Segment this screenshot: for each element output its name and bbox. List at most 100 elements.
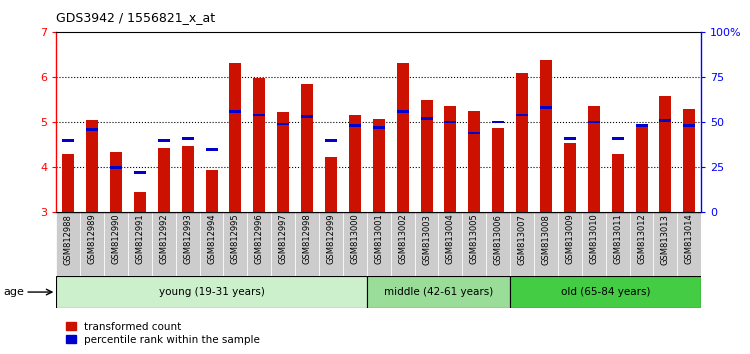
Text: GSM812992: GSM812992	[159, 214, 168, 264]
Text: GSM813001: GSM813001	[374, 214, 383, 264]
Bar	[421, 117, 433, 120]
Bar	[421, 99, 433, 212]
Bar	[612, 137, 623, 140]
Bar	[635, 124, 647, 127]
Bar	[462, 212, 486, 276]
Bar	[534, 212, 558, 276]
Text: GSM813002: GSM813002	[398, 214, 407, 264]
Bar	[683, 124, 695, 127]
Bar	[272, 212, 296, 276]
Bar	[254, 78, 266, 212]
Bar	[200, 212, 223, 276]
Text: GSM812998: GSM812998	[302, 214, 311, 264]
Bar	[278, 112, 290, 212]
Bar	[62, 139, 74, 142]
Text: GSM812991: GSM812991	[135, 214, 144, 264]
Text: GSM812996: GSM812996	[255, 214, 264, 264]
Bar	[343, 212, 367, 276]
Bar	[206, 148, 218, 150]
Bar	[86, 120, 98, 212]
Bar	[56, 276, 367, 308]
Bar	[367, 276, 510, 308]
Bar	[248, 212, 272, 276]
Text: GSM813014: GSM813014	[685, 214, 694, 264]
Bar	[319, 212, 343, 276]
Bar	[486, 212, 510, 276]
Bar	[278, 122, 290, 125]
Text: GSM812988: GSM812988	[64, 214, 73, 264]
Bar	[510, 276, 701, 308]
Legend: transformed count, percentile rank within the sample: transformed count, percentile rank withi…	[62, 317, 265, 349]
Bar	[516, 73, 528, 212]
Bar	[445, 106, 457, 212]
Text: middle (42-61 years): middle (42-61 years)	[384, 287, 493, 297]
Bar	[588, 121, 600, 124]
Bar	[582, 212, 606, 276]
Bar	[588, 106, 600, 212]
Bar	[397, 63, 409, 212]
Bar	[56, 212, 80, 276]
Bar	[134, 192, 146, 212]
Bar	[558, 212, 582, 276]
Bar	[516, 114, 528, 116]
Bar	[158, 139, 170, 142]
Bar	[468, 111, 480, 212]
Bar	[128, 212, 152, 276]
Bar	[540, 60, 552, 212]
Bar	[104, 212, 128, 276]
Bar	[635, 127, 647, 212]
Bar	[301, 84, 313, 212]
Text: age: age	[4, 287, 25, 297]
Bar	[367, 212, 391, 276]
Text: GSM812993: GSM812993	[183, 214, 192, 264]
Bar	[629, 212, 653, 276]
Bar	[349, 115, 361, 212]
Text: GSM813010: GSM813010	[590, 214, 598, 264]
Text: GSM812994: GSM812994	[207, 214, 216, 264]
Bar	[659, 96, 671, 212]
Bar	[62, 154, 74, 212]
Bar	[612, 154, 623, 212]
Text: GSM812995: GSM812995	[231, 214, 240, 264]
Text: GSM813007: GSM813007	[518, 214, 526, 264]
Bar	[110, 152, 122, 212]
Text: GSM813009: GSM813009	[566, 214, 574, 264]
Bar	[492, 121, 504, 124]
Text: GSM813006: GSM813006	[494, 214, 502, 264]
Text: GSM813005: GSM813005	[470, 214, 478, 264]
Bar	[683, 109, 695, 212]
Bar	[176, 212, 200, 276]
Bar	[439, 212, 462, 276]
Bar	[468, 132, 480, 134]
Text: GSM812990: GSM812990	[112, 214, 121, 264]
Bar	[134, 171, 146, 174]
Bar	[80, 212, 104, 276]
Text: GSM813012: GSM813012	[637, 214, 646, 264]
Text: GSM813011: GSM813011	[614, 214, 622, 264]
Bar	[564, 143, 576, 212]
Bar	[110, 166, 122, 169]
Text: young (19-31 years): young (19-31 years)	[158, 287, 265, 297]
Bar	[182, 146, 194, 212]
Bar	[325, 157, 337, 212]
Text: GSM813003: GSM813003	[422, 214, 431, 264]
Text: GSM813013: GSM813013	[661, 214, 670, 264]
Bar	[492, 127, 504, 212]
Text: GDS3942 / 1556821_x_at: GDS3942 / 1556821_x_at	[56, 11, 215, 24]
Bar	[301, 115, 313, 118]
Bar	[373, 126, 385, 129]
Bar	[224, 212, 248, 276]
Bar	[677, 212, 701, 276]
Bar	[415, 212, 439, 276]
Bar	[230, 63, 242, 212]
Bar	[325, 139, 337, 142]
Bar	[653, 212, 677, 276]
Bar	[397, 110, 409, 113]
Text: old (65-84 years): old (65-84 years)	[561, 287, 650, 297]
Bar	[391, 212, 415, 276]
Bar	[254, 114, 266, 116]
Text: GSM812997: GSM812997	[279, 214, 288, 264]
Bar	[659, 119, 671, 122]
Bar	[349, 124, 361, 127]
Bar	[445, 121, 457, 124]
